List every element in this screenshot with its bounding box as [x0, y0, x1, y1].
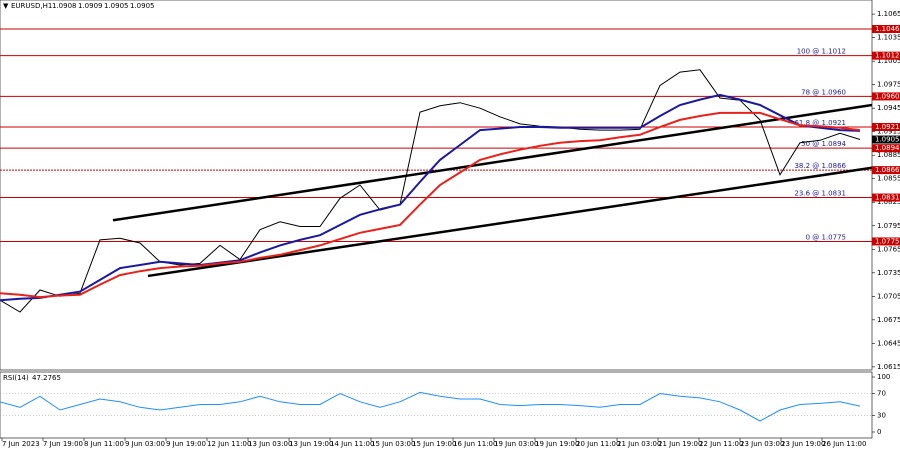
y-tick-label: 1.0855 [877, 175, 900, 183]
y-tick-label: 100 [877, 373, 890, 381]
x-tick-label: 9 Jun 03:00 [125, 440, 165, 448]
fib-label: 23.6 @ 1.0831 [794, 190, 846, 198]
x-tick-label: 15 Jun 19:00 [412, 440, 456, 448]
level-axis-label: 1.0831 [875, 194, 900, 202]
level-box [872, 122, 900, 131]
rsi-title: RSI(14) [3, 374, 29, 382]
y-tick-label: 1.0675 [877, 316, 900, 324]
x-tick-label: 20 Jun 11:00 [576, 440, 620, 448]
y-tick-label: 1.0885 [877, 151, 900, 159]
fib-label: 38.2 @ 1.0866 [794, 162, 846, 170]
y-tick-label: 1.0825 [877, 198, 900, 206]
series-line [0, 111, 861, 299]
y-tick-label: 30 [877, 412, 886, 420]
y-tick-label: 1.1035 [877, 34, 900, 42]
y-tick-label: 1.0735 [877, 269, 900, 277]
x-tick-label: 19 Jun 03:00 [494, 440, 538, 448]
x-tick-label: 7 Jun 2023 [2, 440, 40, 448]
level-axis-label: 1.0921 [875, 123, 900, 131]
fib-label: 50 @ 1.0894 [801, 140, 846, 148]
ohlc: 1.0908 [52, 2, 77, 10]
level-box [872, 144, 900, 153]
x-tick-label: 26 Jun 11:00 [822, 440, 866, 448]
series-line [0, 391, 861, 422]
level-box [872, 25, 900, 34]
y-tick-label: 1.0975 [877, 81, 900, 89]
y-tick-label: 1.0795 [877, 222, 900, 230]
x-tick-label: 13 Jun 19:00 [289, 440, 333, 448]
x-tick-label: 12 Jun 11:00 [207, 440, 251, 448]
y-tick-label: 1.0765 [877, 245, 900, 253]
x-tick-label: 16 Jun 11:00 [453, 440, 497, 448]
y-tick-label: 1.1065 [877, 10, 900, 18]
y-tick-label: 1.0945 [877, 104, 900, 112]
level-axis-label: 1.0775 [875, 237, 900, 245]
header-marker: ▼ [3, 2, 9, 10]
y-tick-label: 1.0915 [877, 128, 900, 136]
level-box [872, 92, 900, 101]
y-tick-label: 0 [877, 428, 881, 436]
level-box [872, 193, 900, 202]
fib-label: 78 @ 1.0960 [801, 88, 846, 96]
x-tick-label: 8 Jun 11:00 [84, 440, 124, 448]
x-tick-label: 9 Jun 19:00 [166, 440, 206, 448]
trendline [112, 103, 873, 222]
level-axis-label: 1.0894 [875, 144, 900, 152]
ohlc: 1.0905 [104, 2, 129, 10]
x-tick-label: 14 Jun 11:00 [330, 440, 374, 448]
y-tick-label: 1.0705 [877, 292, 900, 300]
y-tick-label: 70 [877, 390, 886, 398]
x-tick-label: 23 Jun 03:00 [740, 440, 784, 448]
ohlc: 1.0909 [78, 2, 103, 10]
x-tick-label: 15 Jun 03:00 [371, 440, 415, 448]
fib-label: 100 @ 1.1012 [797, 48, 846, 56]
y-tick-label: 1.0615 [877, 363, 900, 371]
level-box [872, 166, 900, 175]
price-panel [0, 0, 873, 371]
ohlc: 1.0905 [130, 2, 155, 10]
x-tick-label: 19 Jun 19:00 [535, 440, 579, 448]
x-tick-label: 23 Jun 19:00 [781, 440, 825, 448]
last-price-label: 1.0905 [875, 136, 900, 144]
series-line [0, 93, 861, 302]
x-tick-label: 7 Jun 19:00 [43, 440, 83, 448]
level-box [872, 51, 900, 60]
y-tick-label: 1.1005 [877, 57, 900, 65]
x-tick-label: 22 Jun 11:00 [699, 440, 743, 448]
x-tick-label: 21 Jun 03:00 [617, 440, 661, 448]
rsi-last: 47.2765 [32, 374, 61, 382]
x-tick-label: 21 Jun 19:00 [658, 440, 702, 448]
trendline [147, 166, 873, 278]
series-line [0, 69, 861, 313]
y-tick-label: 1.0645 [877, 339, 900, 347]
symbol: EURUSD,H1 [11, 2, 52, 10]
x-tick-label: 13 Jun 03:00 [248, 440, 292, 448]
level-axis-label: 1.0960 [875, 92, 900, 100]
fib-label: 61.8 @ 1.0921 [794, 119, 846, 127]
fib-label: 0 @ 1.0775 [806, 233, 846, 241]
level-axis-label: 1.1046 [875, 25, 900, 33]
last-price-box [872, 135, 900, 144]
level-axis-label: 1.0866 [875, 166, 900, 174]
level-axis-label: 1.1012 [875, 52, 900, 60]
level-box [872, 237, 900, 246]
